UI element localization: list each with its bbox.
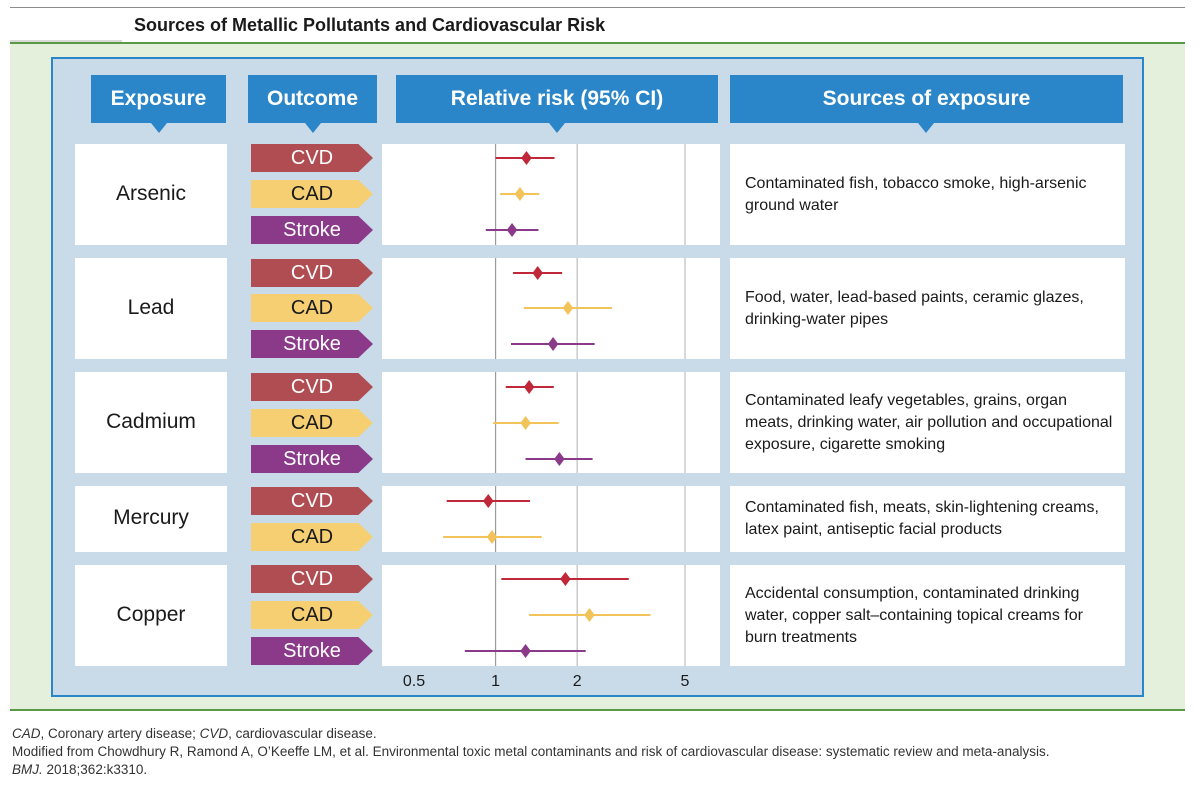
x-tick-label-0: 0.5 xyxy=(402,673,426,690)
sources-box-arsenic xyxy=(730,144,1125,245)
outcome-tag-copper-stroke: Stroke xyxy=(251,637,373,665)
header-exposure-arrow xyxy=(151,123,167,133)
outcome-tag-copper-cad: CAD xyxy=(251,601,373,629)
outcome-tag-mercury-cad: CAD xyxy=(251,523,373,551)
rr-marker-lead-cad xyxy=(562,301,574,315)
exposure-label-cadmium: Cadmium xyxy=(106,409,196,433)
outcome-tag-mercury-cvd: CVD xyxy=(251,487,373,515)
sources-box-lead xyxy=(730,258,1125,359)
exposure-box-cadmium xyxy=(75,372,227,473)
rr-marker-cadmium-cad xyxy=(520,416,531,430)
rr-marker-lead-cvd xyxy=(532,266,543,280)
outcome-tag-lead-cad: CAD xyxy=(251,294,373,322)
rr-marker-lead-stroke xyxy=(547,337,559,351)
footnote-abbr-cvd-def: , cardiovascular disease. xyxy=(228,726,377,741)
rr-marker-copper-cvd xyxy=(560,572,571,586)
header-sources: Sources of exposure xyxy=(730,75,1123,123)
footnote-source: Modified from Chowdhury R, Ramond A, O’K… xyxy=(12,744,1050,759)
exposure-box-lead xyxy=(75,258,227,359)
sources-text-mercury: Contaminated fish, meats, skin-lightenin… xyxy=(745,499,1099,538)
outcome-tag-arsenic-stroke: Stroke xyxy=(251,216,373,244)
grid-lines xyxy=(494,144,686,666)
outcome-tag-cadmium-stroke: Stroke xyxy=(251,445,373,473)
rr-marker-cadmium-cvd xyxy=(523,380,535,394)
sources-box-mercury xyxy=(730,486,1125,552)
x-tick-label-1: 1 xyxy=(491,673,501,690)
footnote-abbr-cvd: CVD xyxy=(199,726,229,741)
outcome-tag-arsenic-cvd: CVD xyxy=(251,144,373,172)
exposure-box-copper xyxy=(75,565,227,666)
sources-text-cadmium: Contaminated leafy vegetables, grains, o… xyxy=(745,391,1113,453)
title-underline xyxy=(10,40,122,42)
plot-box-arsenic xyxy=(382,144,720,245)
header-sources-arrow xyxy=(918,123,934,133)
outcome-tag-lead-stroke: Stroke xyxy=(251,330,373,358)
plot-box-mercury xyxy=(382,486,720,552)
rr-marker-arsenic-cvd xyxy=(521,151,532,165)
rr-marker-mercury-cad xyxy=(486,530,498,544)
exposure-box-arsenic xyxy=(75,144,227,245)
header-relative-risk: Relative risk (95% CI) xyxy=(396,75,718,123)
x-tick-label-3: 5 xyxy=(680,673,690,690)
exposure-label-copper: Copper xyxy=(116,602,186,626)
outcome-tag-cadmium-cvd: CVD xyxy=(251,373,373,401)
header-outcome: Outcome xyxy=(248,75,377,123)
outcome-tag-lead-cvd: CVD xyxy=(251,259,373,287)
outcome-tag-copper-cvd: CVD xyxy=(251,565,373,593)
rr-marker-mercury-cvd xyxy=(483,494,494,508)
x-tick-label-2: 2 xyxy=(572,673,582,690)
sources-text-lead: Food, water, lead-based paints, ceramic … xyxy=(745,288,1084,328)
sources-text-copper: Accidental consumption, contaminated dri… xyxy=(745,584,1083,646)
exposure-label-mercury: Mercury xyxy=(113,506,189,529)
footnote-abbr-cad: CAD xyxy=(12,726,41,741)
rr-marker-arsenic-stroke xyxy=(506,223,518,237)
rr-marker-arsenic-cad xyxy=(514,187,526,201)
exposure-box-mercury xyxy=(75,486,227,552)
figure-title: Sources of Metallic Pollutants and Cardi… xyxy=(134,15,606,35)
rr-marker-copper-stroke xyxy=(520,644,531,658)
exposure-label-arsenic: Arsenic xyxy=(115,181,187,205)
header-exposure: Exposure xyxy=(91,75,226,123)
footnote-citation: BMJ. 2018;362:k3310. xyxy=(12,761,147,778)
outcome-tag-arsenic-cad: CAD xyxy=(251,180,373,208)
sources-text-arsenic: Contaminated fish, tobacco smoke, high-a… xyxy=(745,174,1087,214)
green-bottom-rule xyxy=(10,709,1185,711)
top-rule xyxy=(10,7,1185,8)
sources-box-copper xyxy=(730,565,1125,666)
outcome-tag-cadmium-cad: CAD xyxy=(251,409,373,437)
exposure-label-lead: Lead xyxy=(127,295,175,319)
sources-box-cadmium xyxy=(730,372,1125,473)
footnote-citation-text: 2018;362:k3310. xyxy=(42,762,148,777)
green-top-rule xyxy=(10,42,1185,44)
footnote-abbr-cad-def: , Coronary artery disease; xyxy=(40,726,200,741)
footnote-abbreviations: CAD, Coronary artery disease; CVD, cardi… xyxy=(12,725,377,742)
rr-marker-cadmium-stroke xyxy=(554,452,565,466)
header-relative-risk-arrow xyxy=(549,123,565,133)
rr-marker-copper-cad xyxy=(584,608,595,622)
header-outcome-arrow xyxy=(305,123,321,133)
footnote-journal: BMJ. xyxy=(12,762,43,777)
